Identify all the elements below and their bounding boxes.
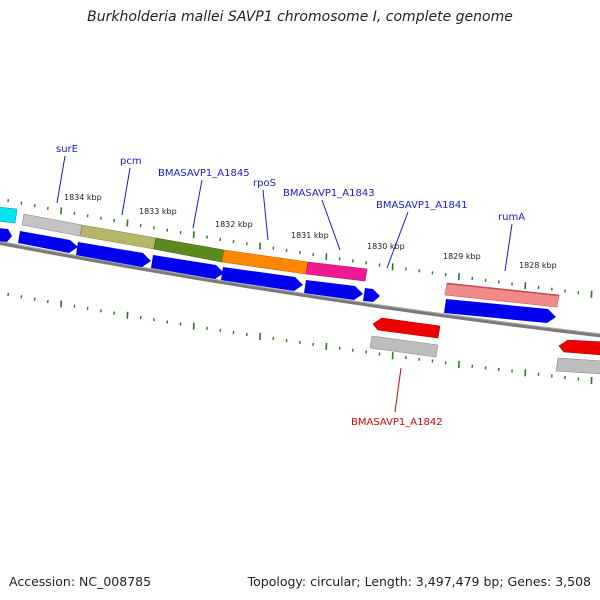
reverse-gene-track [369, 317, 600, 375]
chromosome-backbone-highlight [0, 240, 600, 335]
kbp-label-1832: 1832 kbp [215, 220, 253, 229]
gene-BMASAVP1_A1842[interactable] [369, 335, 439, 358]
label-leader-lines [56, 155, 513, 413]
gene-label-A1841[interactable]: BMASAVP1_A1841 [376, 200, 468, 211]
kbp-label-1834: 1834 kbp [64, 193, 102, 202]
kbp-label-1831: 1831 kbp [291, 231, 329, 240]
cds-arrow-edge[interactable] [0, 228, 12, 242]
gene-surE[interactable] [21, 213, 83, 237]
kbp-label-1833: 1833 kbp [139, 207, 177, 216]
tick-marks-inner [7, 292, 593, 385]
leader-rpoS [262, 189, 269, 241]
cds-track [0, 228, 556, 323]
kbp-label-1828: 1828 kbp [519, 261, 557, 270]
gene-label-rumA[interactable]: rumA [498, 212, 525, 223]
gene-label-A1843[interactable]: BMASAVP1_A1843 [283, 188, 375, 199]
kbp-label-1830: 1830 kbp [367, 242, 405, 251]
tick-marks-outer [7, 199, 593, 298]
gene-grey-edge[interactable] [555, 357, 600, 375]
cds-arrow-pcm[interactable] [76, 242, 151, 267]
leader-pcm [121, 167, 131, 216]
topology-info: Topology: circular; Length: 3,497,479 bp… [247, 574, 591, 589]
gene-rumA-edge [446, 282, 560, 297]
leader-rumA [504, 223, 513, 272]
leader-A1842 [394, 367, 402, 413]
gene-label-pcm[interactable]: pcm [120, 156, 142, 167]
cds-arrow-surE[interactable] [18, 231, 78, 253]
kbp-position-labels: 1834 kbp 1833 kbp 1832 kbp 1831 kbp 1830… [64, 193, 557, 270]
gene-name-labels: surE pcm BMASAVP1_A1845 rpoS BMASAVP1_A1… [56, 144, 525, 428]
cds-arrow-A1843[interactable] [304, 280, 363, 300]
cds-arrow-A1845[interactable] [151, 255, 224, 279]
cds-arrow-A1841[interactable] [363, 288, 380, 302]
gene-BMASAVP1_A1842-arrow[interactable] [372, 317, 441, 339]
kbp-label-1829: 1829 kbp [443, 252, 481, 261]
cds-arrow-rpoS[interactable] [221, 267, 303, 291]
gene-label-A1845[interactable]: BMASAVP1_A1845 [158, 168, 250, 179]
gene-label-surE[interactable]: surE [56, 144, 78, 155]
map-title: Burkholderia mallei SAVP1 chromosome I, … [87, 9, 513, 25]
gene-red-edge-arrow[interactable] [558, 339, 600, 356]
gene-BMASAVP1_A1843[interactable] [305, 261, 368, 282]
leader-A1845 [192, 179, 203, 229]
gene-label-rpoS[interactable]: rpoS [253, 178, 276, 189]
leader-A1843 [321, 199, 341, 251]
gene-cyan-edge[interactable] [0, 206, 18, 224]
leader-surE [56, 155, 66, 204]
leader-A1841 [386, 211, 409, 269]
cds-arrow-rumA[interactable] [444, 299, 556, 323]
forward-gene-track [0, 206, 560, 308]
gene-label-A1842[interactable]: BMASAVP1_A1842 [351, 417, 443, 428]
accession-info: Accession: NC_008785 [9, 574, 152, 589]
chromosome-backbone [0, 240, 600, 338]
